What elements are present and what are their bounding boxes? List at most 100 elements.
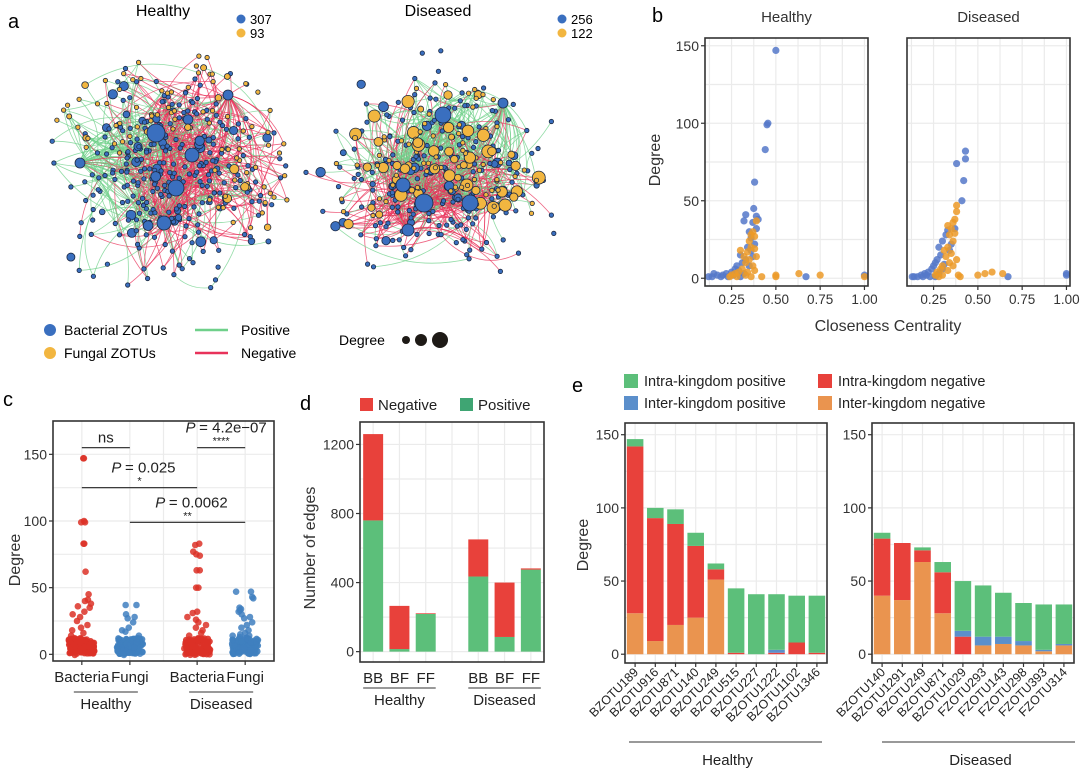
bacteria-node (395, 177, 411, 193)
negative-edge (360, 230, 403, 239)
strip-point (122, 628, 129, 635)
bacteria-node (515, 250, 522, 256)
bacteria-node (213, 101, 219, 107)
scatter-point-fungi (751, 232, 759, 240)
healthy-bacteria-count: 307 (250, 12, 272, 27)
bacteria-node (497, 97, 509, 109)
scatter-point-fungi (949, 237, 957, 245)
fungi-node (223, 73, 231, 80)
fungi-node (376, 152, 382, 158)
fungi-node (362, 162, 372, 172)
panel-e-ytick-label: 100 (843, 500, 867, 516)
negative-edge (428, 162, 552, 216)
negative-edge (375, 167, 387, 241)
positive-edge (53, 162, 158, 180)
bar-segment-intra-kingdom-positive (873, 532, 891, 539)
bacteria-node (115, 79, 121, 85)
bacteria-node (529, 150, 535, 156)
bacteria-node (470, 221, 476, 227)
positive-edge (84, 63, 199, 86)
bar-segment-intra-kingdom-negative (954, 636, 972, 655)
legend-swatch (624, 374, 638, 388)
bacteria-node (221, 180, 227, 186)
scatter-point-fungi (974, 271, 982, 279)
bacteria-node (90, 206, 96, 213)
bacteria-node (453, 240, 459, 246)
positive-edge (474, 89, 537, 186)
bacteria-node (265, 238, 272, 245)
fungi-node (195, 70, 202, 76)
bacteria-node (470, 144, 477, 150)
bacteria-node (74, 157, 86, 169)
bacteria-node (412, 92, 418, 98)
fungi-node (480, 92, 486, 98)
panel-b-xtick-label: 0.50 (965, 292, 991, 307)
legend-label: Intra-kingdom positive (644, 374, 786, 390)
positive-edge (442, 114, 532, 214)
bacteria-node (257, 192, 264, 199)
fungi-node (425, 160, 431, 166)
bacteria-node (358, 204, 365, 210)
scatter-point-fungi (938, 271, 947, 279)
bar-positive (468, 576, 489, 652)
bacteria-node (177, 145, 183, 151)
fungi-node (83, 144, 89, 150)
fungi-node (412, 137, 424, 148)
bacteria-node (460, 134, 466, 140)
fungi-node (367, 203, 376, 212)
strip-point (237, 649, 244, 656)
scatter-point-fungi (736, 246, 745, 254)
bacteria-node (134, 157, 140, 163)
bacteria-node (414, 231, 420, 237)
negative-edge (423, 168, 510, 204)
fungi-node (282, 173, 288, 179)
strip-point (190, 649, 197, 656)
strip-point (79, 455, 87, 462)
fungi-node (248, 225, 254, 231)
fungi-node (113, 122, 119, 129)
panel-b-facet-diseased: Diseased 0.25 0.50 0.75 1.00 (906, 9, 1080, 307)
bacteria-node (399, 117, 406, 123)
bacteria-node (215, 264, 221, 270)
bacteria-node (158, 191, 164, 197)
bacteria-node (109, 145, 115, 151)
bacteria-node (120, 128, 126, 134)
strip-point (129, 619, 137, 626)
bacteria-node (356, 79, 366, 89)
strip-point (195, 636, 203, 643)
scatter-point-bacteria (761, 146, 769, 154)
negative-edge (460, 224, 482, 250)
bar-segment-inter-kingdom-positive (1015, 641, 1032, 646)
bar-positive (363, 520, 384, 652)
bacteria-node (507, 167, 513, 173)
bacteria-node (548, 212, 555, 218)
strip-point (84, 621, 91, 629)
fungi-node (480, 161, 486, 168)
strip-point (231, 642, 238, 649)
positive-edge (472, 223, 498, 257)
bar-segment-inter-kingdom-negative (667, 624, 684, 655)
significance-stars: **** (213, 436, 231, 448)
bacteria-node (229, 125, 239, 136)
negative-edge (155, 55, 200, 134)
bacteria-node (173, 206, 180, 212)
fungi-node (408, 186, 416, 194)
negative-edge (213, 137, 275, 198)
fungi-node (531, 170, 546, 185)
bacteria-node (186, 255, 193, 262)
strip-point (124, 615, 131, 622)
strip-point (80, 643, 88, 651)
strip-point (201, 639, 209, 647)
fungi-node (204, 54, 210, 61)
fungi-node (452, 184, 458, 190)
bacteria-node (176, 262, 182, 268)
fungi-node (127, 133, 133, 139)
bacteria-node (410, 211, 416, 217)
fungi-node (66, 113, 73, 120)
scatter-point-fungi (953, 201, 961, 209)
fungi-node (240, 128, 246, 134)
fungi-node (471, 185, 481, 195)
bacteria-node (171, 170, 177, 176)
bacteria-node (269, 202, 275, 208)
scatter-point-bacteria (751, 178, 759, 186)
